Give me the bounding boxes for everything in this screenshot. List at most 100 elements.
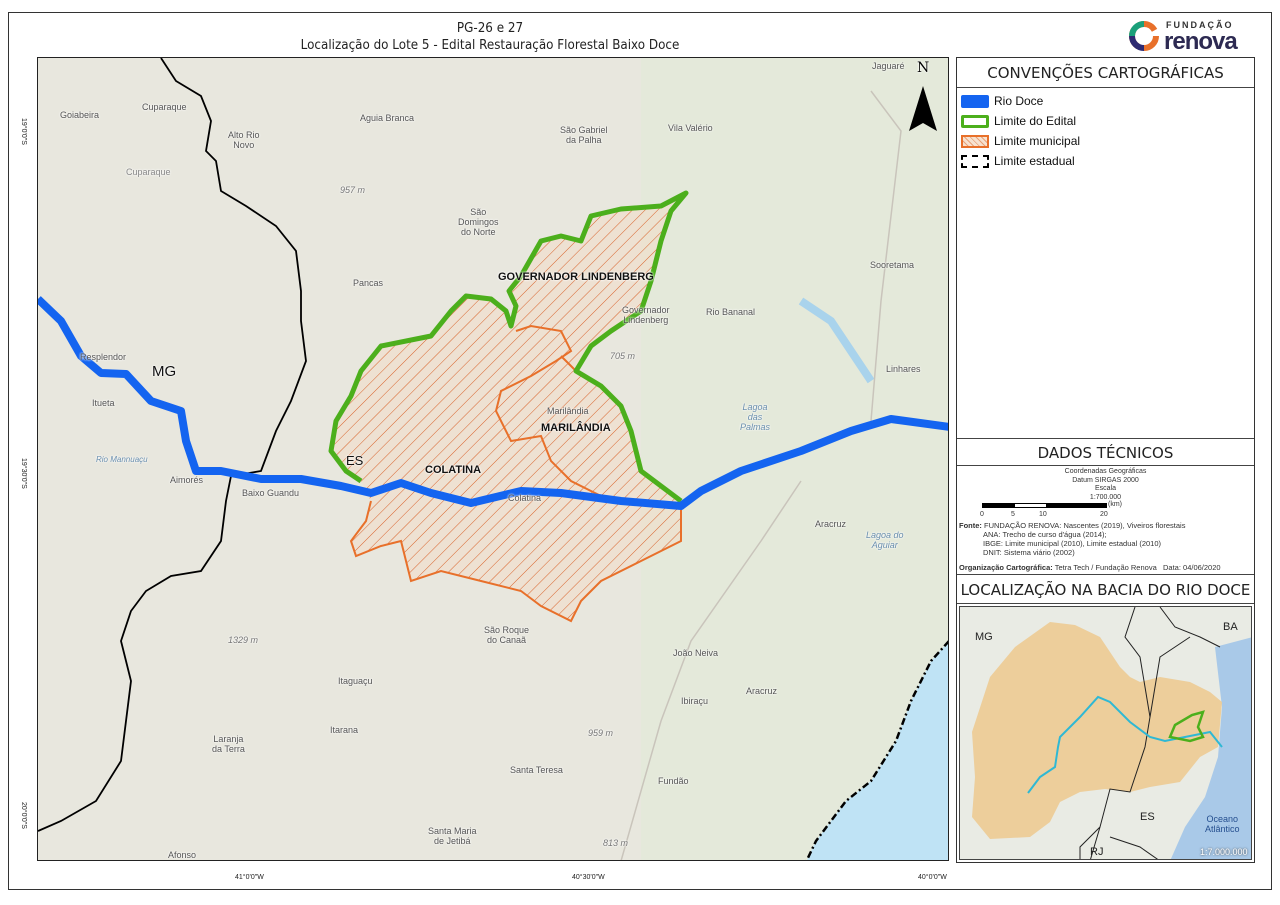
lon-tick-label: 40°0'0"W bbox=[918, 874, 947, 881]
place-label: Cuparaque bbox=[126, 167, 171, 177]
legend-title: CONVENÇÕES CARTOGRÁFICAS bbox=[957, 58, 1254, 88]
place-label: Governador Lindenberg bbox=[622, 305, 670, 325]
label-state-es: ES bbox=[346, 453, 364, 468]
place-label: Itaguaçu bbox=[338, 676, 373, 686]
place-label: Linhares bbox=[886, 364, 921, 374]
inset-edital-boundary bbox=[1168, 710, 1205, 743]
place-label: Afonso bbox=[168, 850, 197, 860]
place-label: Fundão bbox=[658, 776, 689, 786]
inset-map[interactable]: MG BA ES RJ Oceano Atlântico 1:7.000.000 bbox=[959, 606, 1252, 860]
elevation-label: 957 m bbox=[340, 185, 366, 195]
inset-scale: 1:7.000.000 bbox=[1200, 847, 1248, 857]
place-label: Marilândia bbox=[547, 406, 589, 416]
place-label: Itarana bbox=[330, 725, 359, 735]
place-label: São Gabriel da Palha bbox=[560, 125, 608, 145]
inset-label-ocean: Oceano Atlântico bbox=[1205, 814, 1240, 834]
org-label: Organização Cartográfica: bbox=[959, 563, 1053, 572]
legend-label: Limite estadual bbox=[994, 154, 1075, 168]
river-swatch-icon bbox=[961, 94, 989, 108]
place-label: Cuparaque bbox=[142, 102, 187, 112]
place-label: Sooretama bbox=[870, 260, 915, 270]
place-label: Itueta bbox=[92, 398, 115, 408]
scalebar-tick: 0 bbox=[980, 511, 984, 518]
scalebar bbox=[982, 503, 1107, 508]
title-line-1: PG-26 e 27 bbox=[456, 21, 524, 36]
place-label: Santa Teresa bbox=[510, 765, 563, 775]
inset-ocean bbox=[1170, 637, 1251, 859]
place-label: Laranja da Terra bbox=[212, 734, 245, 754]
scalebar-unit: (km) bbox=[1108, 501, 1122, 508]
elevation-label: 1329 m bbox=[228, 635, 259, 645]
source-line: IBGE: Limite municipal (2010), Limite es… bbox=[983, 539, 1162, 548]
inset-title: LOCALIZAÇÃO NA BACIA DO RIO DOCE bbox=[957, 574, 1254, 604]
place-label: São Roque do Canaã bbox=[484, 625, 530, 645]
state-swatch-icon bbox=[961, 154, 989, 168]
place-label: Aracruz bbox=[746, 686, 778, 696]
place-label: Rio Bananal bbox=[706, 307, 756, 317]
place-label: Colatina bbox=[508, 493, 542, 503]
place-label: Aguia Branca bbox=[360, 113, 415, 123]
legend-item-limite-edital: Limite do Edital bbox=[961, 112, 1076, 130]
label-governador-lindenberg: GOVERNADOR LINDENBERG bbox=[498, 271, 654, 283]
inset-label-rj: RJ bbox=[1090, 846, 1104, 858]
state-boundary-coast bbox=[805, 640, 948, 860]
north-label: N bbox=[917, 60, 930, 76]
legend-item-limite-municipal: Limite municipal bbox=[961, 132, 1080, 150]
basin-area bbox=[972, 622, 1222, 839]
tech-scale-label: Escala bbox=[1094, 485, 1116, 492]
source-line: ANA: Trecho de curso d'água (2014); bbox=[983, 530, 1107, 539]
north-arrow-icon bbox=[909, 86, 937, 131]
title-line-2: Localização do Lote 5 - Edital Restauraç… bbox=[300, 38, 680, 53]
org-value: Tetra Tech / Fundação Renova bbox=[1054, 563, 1157, 572]
label-colatina: COLATINA bbox=[425, 464, 482, 476]
lat-tick-label: 19°30'0"S bbox=[20, 458, 27, 489]
water-label: Lagoa do Aguiar bbox=[866, 530, 904, 550]
edital-swatch-icon bbox=[961, 114, 989, 128]
main-map[interactable] bbox=[37, 57, 949, 861]
place-label: Aracruz bbox=[815, 519, 847, 529]
legend-label: Limite do Edital bbox=[994, 114, 1077, 128]
place-label: João Neiva bbox=[673, 648, 719, 658]
legend-item-limite-estadual: Limite estadual bbox=[961, 152, 1075, 170]
municipal-swatch-icon bbox=[961, 134, 989, 148]
tech-title: DADOS TÉCNICOS bbox=[957, 438, 1254, 466]
date-value: Data: 04/06/2020 bbox=[1163, 563, 1221, 572]
place-label: Alto Rio Novo bbox=[228, 130, 260, 150]
renova-logo: FUNDAÇÃO renova bbox=[1126, 18, 1256, 55]
legend-item-rio-doce: Rio Doce bbox=[961, 92, 1043, 110]
place-label: Aimorés bbox=[170, 475, 204, 485]
tech-scale: 1:700.000 bbox=[1089, 493, 1122, 501]
place-label: Santa Maria de Jetibá bbox=[428, 826, 477, 846]
lat-tick-label: 19°0'0"S bbox=[20, 118, 27, 145]
ocean bbox=[806, 642, 948, 860]
elevation-label: 705 m bbox=[610, 351, 636, 361]
place-label: Ibiraçu bbox=[681, 696, 709, 706]
inset-rio-doce bbox=[1027, 695, 1223, 794]
lon-tick-label: 40°30'0"W bbox=[572, 874, 605, 881]
scalebar-tick: 5 bbox=[1011, 511, 1015, 518]
place-label: Vila Valério bbox=[668, 123, 713, 133]
elevation-label: 959 m bbox=[588, 728, 614, 738]
water-label: Lagoa das Palmas bbox=[740, 402, 771, 432]
sources-label: Fonte: bbox=[959, 521, 982, 530]
inset-label-mg: MG bbox=[975, 631, 993, 643]
source-line: DNIT: Sistema viário (2002) bbox=[983, 548, 1075, 557]
rio-doce-river bbox=[38, 296, 948, 510]
logo-ring-icon bbox=[1129, 21, 1159, 51]
place-label: São Domingos do Norte bbox=[458, 207, 499, 237]
municipal-boundary-marilandia bbox=[494, 324, 602, 497]
lake bbox=[798, 297, 875, 384]
water-label: Rio Mannuaçu bbox=[96, 455, 148, 464]
hatched-municipalities bbox=[331, 193, 686, 621]
place-label: Baixo Guandu bbox=[242, 488, 300, 498]
lat-tick-label: 20°0'0"S bbox=[20, 802, 27, 829]
label-marilandia: MARILÂNDIA bbox=[541, 422, 611, 434]
state-boundary-mg-es bbox=[38, 58, 307, 832]
inset-label-ba: BA bbox=[1223, 621, 1238, 633]
tech-datum: Datum SIRGAS 2000 bbox=[1072, 476, 1139, 484]
municipal-boundary-colatina bbox=[349, 500, 682, 623]
legend-label: Rio Doce bbox=[994, 94, 1044, 108]
side-panel: CONVENÇÕES CARTOGRÁFICAS Rio Doce Limite… bbox=[956, 57, 1255, 863]
label-state-mg: MG bbox=[152, 363, 177, 380]
logo-text-top: FUNDAÇÃO bbox=[1166, 20, 1234, 30]
